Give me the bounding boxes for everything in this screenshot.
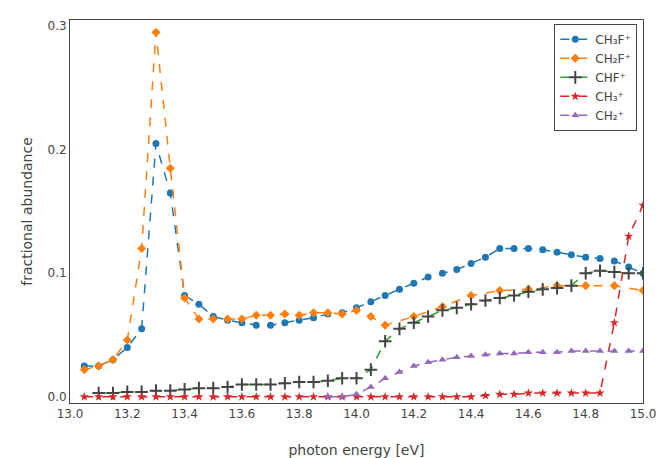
svg-text:13.4: 13.4	[171, 407, 198, 421]
svg-text:13.0: 13.0	[57, 407, 84, 421]
svg-text:13.6: 13.6	[229, 407, 256, 421]
svg-text:photon energy [eV]: photon energy [eV]	[288, 442, 424, 458]
svg-text:0.2: 0.2	[48, 143, 67, 157]
svg-text:CH₃⁺: CH₃⁺	[595, 90, 624, 104]
svg-text:15.0: 15.0	[630, 407, 657, 421]
svg-text:13.8: 13.8	[286, 407, 313, 421]
svg-text:fractional abundance: fractional abundance	[19, 137, 35, 286]
svg-text:CH₂F⁺: CH₂F⁺	[595, 52, 630, 66]
svg-text:CHF⁺: CHF⁺	[595, 71, 626, 85]
svg-text:CH₂⁺: CH₂⁺	[595, 109, 624, 123]
svg-text:14.6: 14.6	[515, 407, 542, 421]
svg-text:CH₃F⁺: CH₃F⁺	[595, 33, 630, 47]
svg-text:0.1: 0.1	[48, 266, 67, 280]
svg-text:14.2: 14.2	[400, 407, 427, 421]
svg-text:14.0: 14.0	[343, 407, 370, 421]
svg-text:13.2: 13.2	[114, 407, 141, 421]
svg-text:0.3: 0.3	[48, 19, 67, 33]
svg-text:14.8: 14.8	[572, 407, 599, 421]
svg-text:0.0: 0.0	[48, 390, 67, 404]
svg-text:14.4: 14.4	[458, 407, 485, 421]
